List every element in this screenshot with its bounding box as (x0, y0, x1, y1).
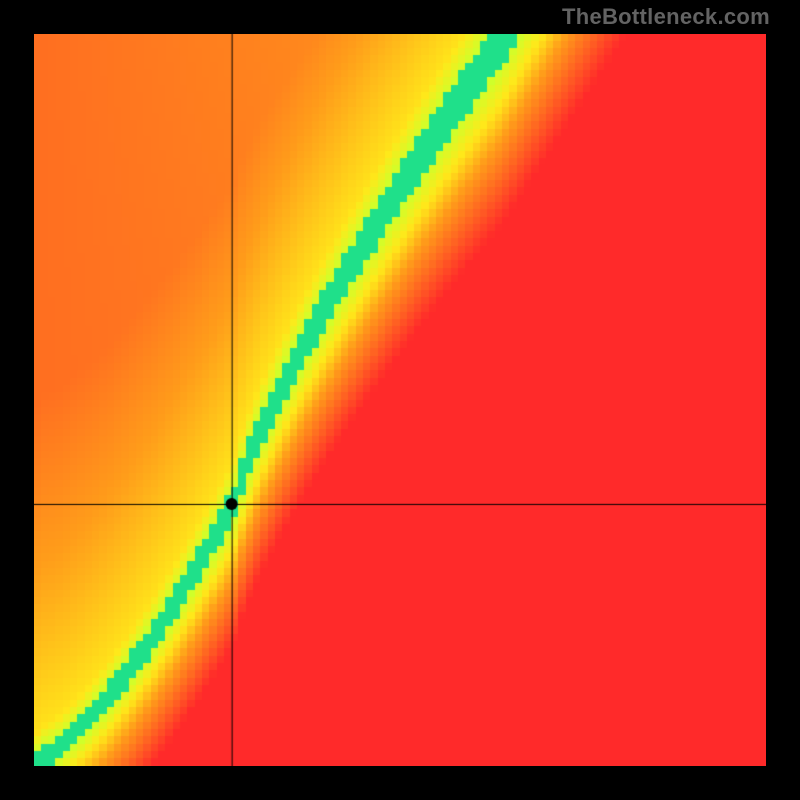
attribution-text: TheBottleneck.com (562, 4, 770, 30)
bottleneck-heatmap (34, 34, 766, 766)
chart-container: { "attribution": { "text": "TheBottlenec… (0, 0, 800, 800)
